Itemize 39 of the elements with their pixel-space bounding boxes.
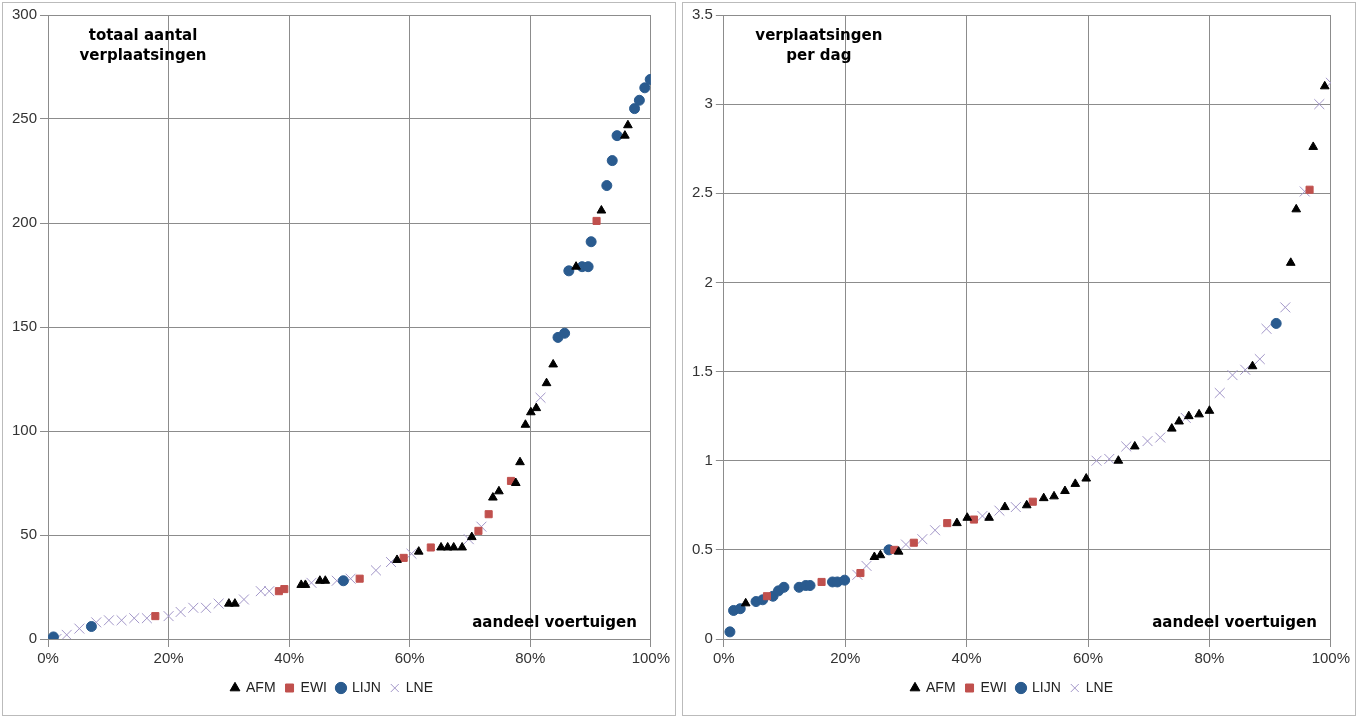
y-axis-title: verplaatsingen per dag [755,26,883,65]
x-tick-label: 0% [713,649,735,667]
legend-label: LIJN [351,678,381,695]
x-tick-label: 60% [1073,649,1104,667]
y-tick-label: 0 [28,629,38,647]
x-tick-label: 0% [37,649,59,667]
legend-label: LNE [405,678,434,695]
legend-label: AFM [925,678,956,695]
y-tick-label: 0 [704,629,713,647]
y-tick-label: 300 [12,5,38,23]
y-tick-label: 200 [12,213,38,231]
y-tick-label: 2 [704,272,713,290]
legend-label: EWI [980,678,1007,695]
y-tick-label: 1.5 [691,361,713,379]
y-tick-label: 250 [12,109,38,127]
y-tick-label: 100 [12,421,38,439]
y-tick-label: 1 [704,450,713,468]
x-tick-label: 40% [951,649,982,667]
x-axis-title: aandeel voertuigen [472,613,637,632]
y-tick-label: 2.5 [691,183,713,201]
x-tick-label: 60% [394,649,425,667]
y-tick-label: 50 [20,525,38,543]
y-tick-label: 3.5 [691,5,713,23]
y-tick-label: 0.5 [691,540,713,557]
legend-label: AFM [245,678,276,695]
x-tick-label: 80% [1194,649,1225,667]
x-axis-title: aandeel voertuigen [1152,613,1317,632]
legend-label: EWI [300,678,327,695]
x-tick-label: 40% [274,649,305,667]
y-tick-label: 150 [12,317,38,335]
y-axis-title: totaal aantal verplaatsingen [79,26,207,65]
y-tick-label: 3 [704,94,713,112]
x-tick-label: 20% [830,649,861,667]
x-tick-label: 80% [515,649,546,667]
x-tick-label: 20% [153,649,184,667]
legend-label: LIJN [1031,678,1061,695]
legend-label: LNE [1085,678,1114,695]
x-tick-label: 100% [631,649,671,667]
x-tick-label: 100% [1311,649,1351,667]
